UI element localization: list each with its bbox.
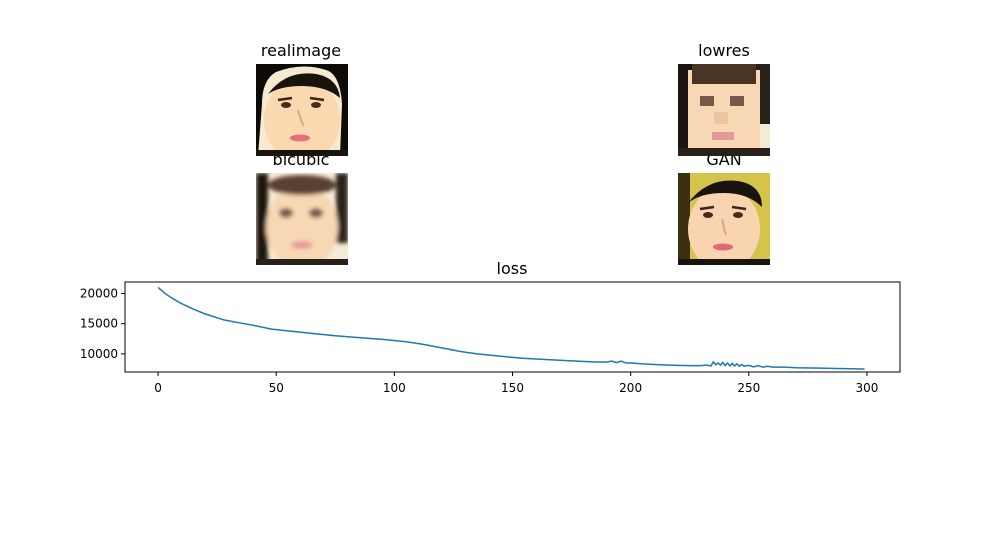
loss-series-line <box>157 286 865 370</box>
x-tick-label: 0 <box>154 381 162 395</box>
x-tick-label: 100 <box>383 381 406 395</box>
x-tick-label: 200 <box>619 381 642 395</box>
plot-frame <box>124 281 901 373</box>
x-tick-label: 150 <box>501 381 524 395</box>
x-tick-label: 50 <box>269 381 284 395</box>
gan-face-image <box>678 173 770 265</box>
realimage-face-image <box>256 64 348 156</box>
x-tick-label: 300 <box>855 381 878 395</box>
x-axis: 0 50 100 150 200 250 300 <box>154 372 878 395</box>
x-tick-label: 250 <box>737 381 760 395</box>
y-tick-label: 10000 <box>80 347 118 361</box>
chart-title: loss <box>497 259 528 278</box>
lowres-face-image <box>678 64 770 156</box>
bicubic-face-image <box>256 173 348 265</box>
y-tick-label: 15000 <box>80 317 118 331</box>
y-tick-label: 20000 <box>80 286 118 300</box>
lowres-title: lowres <box>698 41 750 60</box>
realimage-title: realimage <box>260 41 342 60</box>
y-axis: 10000 15000 20000 <box>80 286 125 361</box>
